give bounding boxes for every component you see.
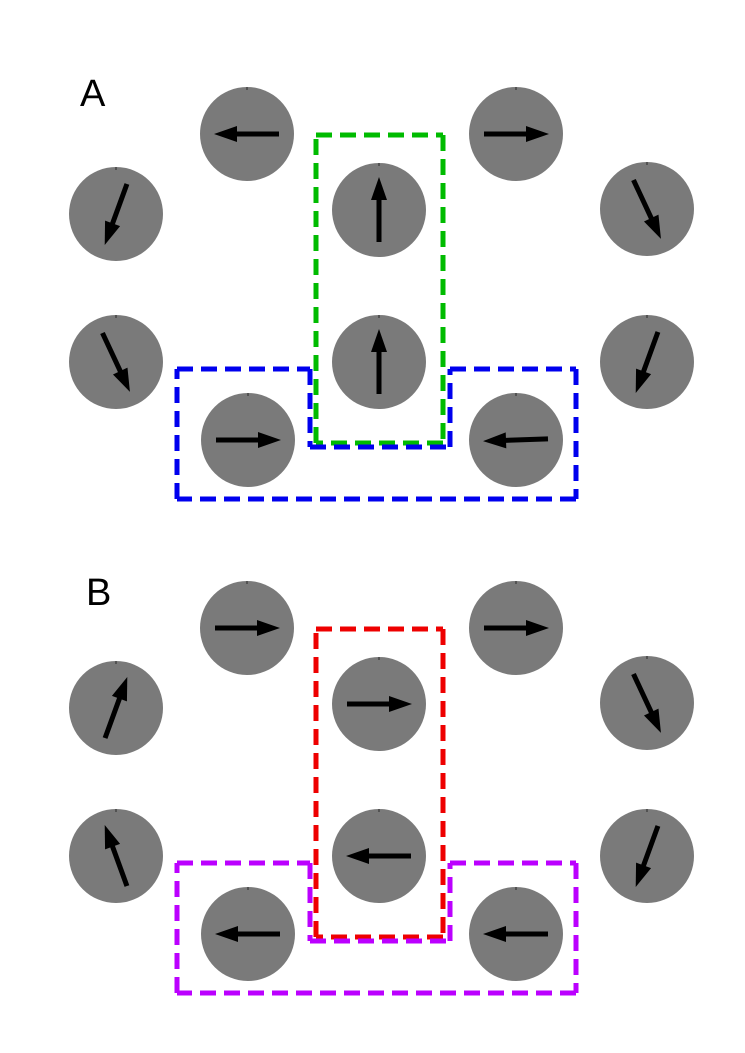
dial-a-lower-outer-left <box>69 315 163 409</box>
arrow-head <box>483 926 506 942</box>
arrow-head <box>526 620 549 636</box>
arrow-icon <box>483 926 548 942</box>
arrow-shaft <box>639 825 661 871</box>
dial-b-upper-outer-right <box>600 656 694 750</box>
arrow-head <box>346 848 369 864</box>
arrow-head <box>214 126 237 142</box>
dial-b-top-right <box>469 581 563 675</box>
group-box-a-bottom-row <box>174 366 579 502</box>
arrow-head <box>257 620 280 636</box>
dial-a-lower-outer-right <box>600 315 694 409</box>
arrow-shaft <box>631 178 656 223</box>
dial-b-upper-outer-left <box>69 661 163 755</box>
arrow-head <box>371 329 387 352</box>
arrow-head <box>258 432 281 448</box>
arrow-head <box>635 862 652 888</box>
dial-a-top-left <box>200 87 294 181</box>
dial-b-bottom-left <box>201 887 295 981</box>
dial-a-bottom-left <box>201 393 295 487</box>
panel-b: B <box>69 572 694 996</box>
dial-b-top-left <box>200 581 294 675</box>
arrow-head <box>215 926 238 942</box>
dial-a-upper-outer-left <box>69 167 163 261</box>
arrow-icon <box>102 676 128 739</box>
arrow-head <box>112 367 130 392</box>
dial-a-top-right <box>469 87 563 181</box>
dial-a-upper-center <box>332 163 426 257</box>
group-box-b-bottom-row <box>174 860 579 996</box>
arrow-head <box>371 177 387 200</box>
arrow-icon <box>635 331 661 394</box>
dial-b-lower-center <box>332 809 426 903</box>
arrow-icon <box>215 926 280 942</box>
arrow-head <box>104 824 121 850</box>
arrow-shaft <box>631 672 656 717</box>
arrow-icon <box>104 183 130 246</box>
dial-b-lower-outer-left <box>69 809 163 903</box>
arrow-icon <box>631 672 661 733</box>
arrow-shaft <box>102 693 124 739</box>
arrow-head <box>389 696 412 712</box>
arrow-shaft <box>108 183 130 229</box>
arrow-head <box>643 214 661 239</box>
arrow-icon <box>100 331 130 392</box>
arrow-shaft <box>501 436 549 443</box>
panel-a: A <box>69 73 694 502</box>
arrow-icon <box>215 620 280 636</box>
arrow-icon <box>347 696 412 712</box>
arrow-head <box>111 676 128 702</box>
panel-a-label: A <box>80 73 106 115</box>
arrow-icon <box>635 825 661 888</box>
arrow-icon <box>484 620 549 636</box>
arrow-icon <box>631 178 661 239</box>
dial-a-upper-outer-right <box>600 162 694 256</box>
dial-a-lower-center <box>332 315 426 409</box>
arrow-icon <box>483 432 549 449</box>
arrow-icon <box>346 848 411 864</box>
arrow-head <box>643 708 661 733</box>
arrow-shaft <box>639 331 661 377</box>
arrow-icon <box>104 824 130 887</box>
panel-b-label: B <box>86 572 111 614</box>
group-box-a-vertical-pair <box>313 132 446 446</box>
dial-a-bottom-right <box>469 393 563 487</box>
arrow-icon <box>371 177 387 242</box>
arrow-head <box>526 126 549 142</box>
arrow-icon <box>216 432 281 448</box>
dial-b-upper-center <box>332 657 426 751</box>
arrow-head <box>483 432 507 449</box>
arrow-shaft <box>100 331 125 376</box>
arrow-icon <box>214 126 279 142</box>
arrow-icon <box>484 126 549 142</box>
dial-b-lower-outer-right <box>600 809 694 903</box>
dial-b-bottom-right <box>469 887 563 981</box>
group-box-b-vertical-pair <box>313 626 446 940</box>
arrow-icon <box>371 329 387 394</box>
arrow-head <box>104 220 121 246</box>
arrow-head <box>635 368 652 394</box>
arrow-shaft <box>108 841 130 887</box>
